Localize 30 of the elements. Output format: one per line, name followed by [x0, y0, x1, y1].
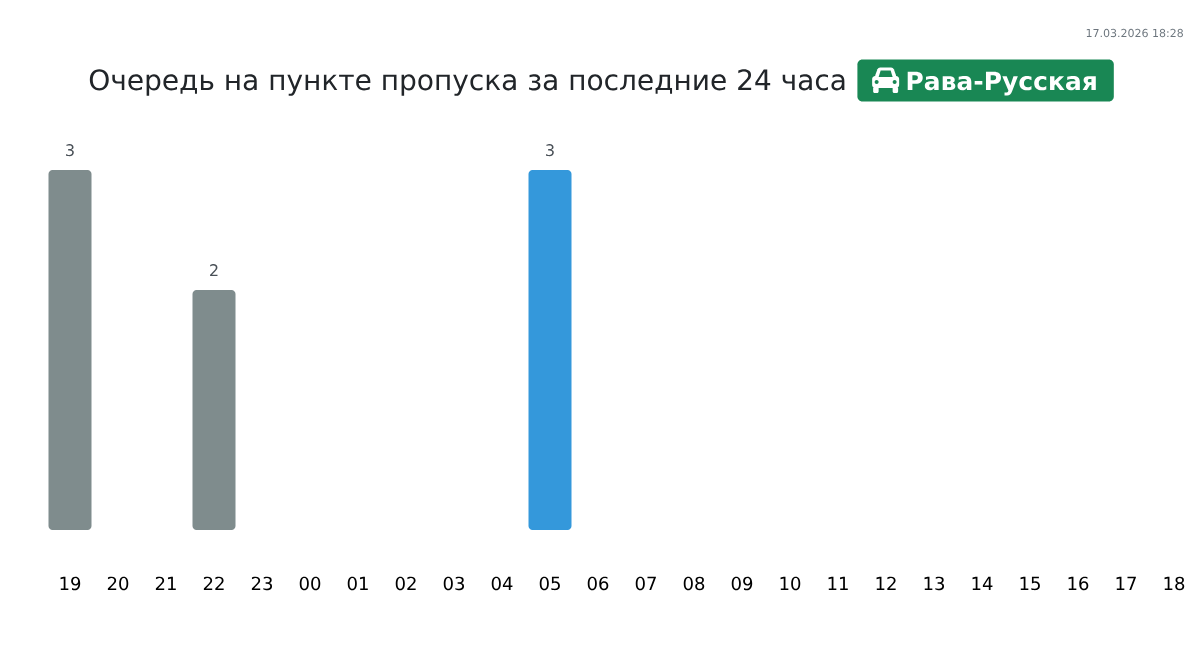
x-tick-label: 12 — [876, 576, 896, 590]
x-tick-label: 18 — [1164, 576, 1185, 591]
x-tick-label: 16 — [1068, 576, 1089, 591]
x-tick-label: 04 — [491, 576, 513, 591]
x-tick-label: 01 — [347, 576, 368, 591]
x-tick-label: 11 — [828, 576, 848, 590]
x-tick-label: 20 — [107, 576, 129, 591]
x-tick-label: 00 — [299, 576, 321, 591]
x-tick-label: 14 — [972, 576, 993, 590]
x-tick-label: 07 — [635, 576, 656, 591]
x-tick-label: 08 — [683, 576, 705, 591]
data-label: 2 — [210, 264, 218, 276]
x-tick-label: 17 — [1116, 576, 1136, 590]
x-tick-label: 21 — [155, 576, 176, 590]
x-tick-label: 13 — [924, 576, 945, 591]
text: 17.03.2026 18:28 — [1086, 28, 1183, 38]
x-tick-label: 06 — [587, 576, 609, 591]
x-tick-label: 03 — [443, 576, 465, 591]
x-tick-label: 23 — [251, 576, 273, 591]
data-label: 3 — [546, 144, 554, 157]
x-tick-label: 15 — [1020, 576, 1040, 591]
x-tick-label: 09 — [731, 576, 753, 591]
chart-title: Очередь на пункте пропуска за последние 24 часа — [89, 69, 845, 96]
x-tick-label: 22 — [203, 576, 224, 590]
x-tick-label: 19 — [60, 576, 81, 591]
chart-subtitle: Рава-Русская — [907, 71, 1096, 96]
x-tick-label: 05 — [539, 576, 560, 591]
data-label: 3 — [66, 144, 74, 157]
x-tick-label: 02 — [395, 576, 416, 591]
x-tick-label: 10 — [780, 576, 801, 591]
